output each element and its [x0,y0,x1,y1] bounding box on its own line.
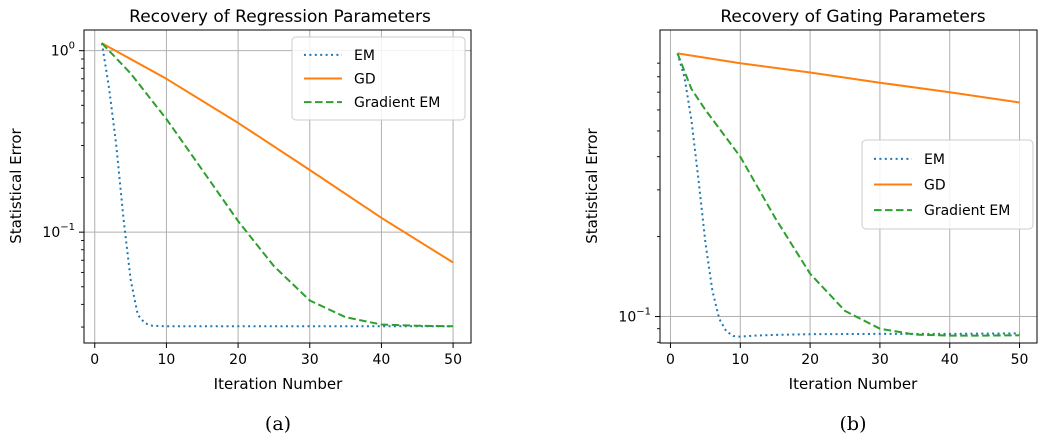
chart-a-plot: 0 10 20 30 40 50 100 10−1 EM GD Gradient EM [42,29,472,368]
x-tick-label: 10 [158,352,176,368]
chart-b-title: Recovery of Gating Parameters [720,7,985,27]
x-tick-label: 50 [444,352,462,368]
chart-panel-a: Recovery of Regression Parameters 0 10 20 3… [7,7,472,435]
series-line-em [100,43,454,328]
series-line-gd [101,42,454,264]
chart-a-caption: (a) [265,413,291,435]
legend-box [861,139,1034,230]
legend-label: Gradient EM [924,203,1010,219]
series-line-gradient-em [101,42,454,328]
chart-b-caption: (b) [840,413,867,435]
x-tick-label: 40 [941,352,959,368]
plot-frame [659,29,1038,344]
x-tick-label: 0 [90,352,99,368]
chart-b-ylabel: Statistical Error [583,127,601,243]
y-tick-label: 10−1 [618,307,651,326]
chart-a-title: Recovery of Regression Parameters [129,7,431,27]
series-line-gradient-em [676,53,1020,337]
legend-label: Gradient EM [354,95,440,111]
legend-label: EM [924,152,945,168]
y-tick-label: 10−1 [42,222,75,241]
x-tick-label: 30 [301,352,319,368]
chart-a-ylabel: Statistical Error [7,127,25,243]
x-tick-label: 0 [666,352,675,368]
legend-label: GD [924,178,946,194]
x-tick-label: 30 [871,352,889,368]
chart-a-xlabel: Iteration Number [214,375,343,393]
y-tick-label: 100 [51,41,75,60]
legend-label: EM [354,48,375,64]
x-tick-label: 40 [373,352,391,368]
x-tick-label: 20 [801,352,819,368]
legend-label: GD [354,72,376,88]
x-tick-label: 20 [229,352,247,368]
plot-frame [83,29,472,344]
series-line-gd [677,52,1020,104]
x-tick-label: 10 [731,352,749,368]
series-line-em [676,53,1020,338]
legend: EM GD Gradient EM [861,139,1034,230]
chart-b-plot: 0 10 20 30 40 50 10−1 EM GD Gradient EM [618,29,1038,368]
legend-box [291,36,466,121]
x-tick-label: 50 [1011,352,1029,368]
chart-panel-b: Recovery of Gating Parameters 0 10 20 30 40 5… [583,7,1038,435]
chart-b-xlabel: Iteration Number [789,375,918,393]
legend: EM GD Gradient EM [291,36,466,121]
